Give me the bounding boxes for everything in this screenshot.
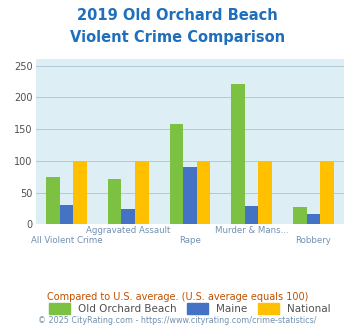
Bar bbox=[197, 161, 210, 224]
Bar bbox=[73, 161, 87, 224]
Text: Murder & Mans...: Murder & Mans... bbox=[215, 226, 289, 235]
Bar bbox=[46, 177, 60, 224]
Text: Aggravated Assault: Aggravated Assault bbox=[86, 226, 170, 235]
Legend: Old Orchard Beach, Maine, National: Old Orchard Beach, Maine, National bbox=[45, 299, 335, 318]
Bar bbox=[183, 167, 197, 224]
Bar bbox=[170, 124, 183, 224]
Bar bbox=[135, 161, 148, 224]
Text: 2019 Old Orchard Beach: 2019 Old Orchard Beach bbox=[77, 8, 278, 23]
Bar bbox=[121, 209, 135, 224]
Text: Robbery: Robbery bbox=[295, 236, 332, 245]
Text: © 2025 CityRating.com - https://www.cityrating.com/crime-statistics/: © 2025 CityRating.com - https://www.city… bbox=[38, 316, 317, 325]
Bar bbox=[320, 161, 334, 224]
Bar bbox=[258, 161, 272, 224]
Text: Compared to U.S. average. (U.S. average equals 100): Compared to U.S. average. (U.S. average … bbox=[47, 292, 308, 302]
Bar bbox=[293, 207, 307, 224]
Bar bbox=[307, 214, 320, 224]
Text: All Violent Crime: All Violent Crime bbox=[31, 236, 102, 245]
Bar bbox=[231, 83, 245, 224]
Text: Violent Crime Comparison: Violent Crime Comparison bbox=[70, 30, 285, 45]
Bar bbox=[245, 206, 258, 224]
Text: Rape: Rape bbox=[179, 236, 201, 245]
Bar bbox=[108, 179, 121, 224]
Bar bbox=[60, 205, 73, 224]
